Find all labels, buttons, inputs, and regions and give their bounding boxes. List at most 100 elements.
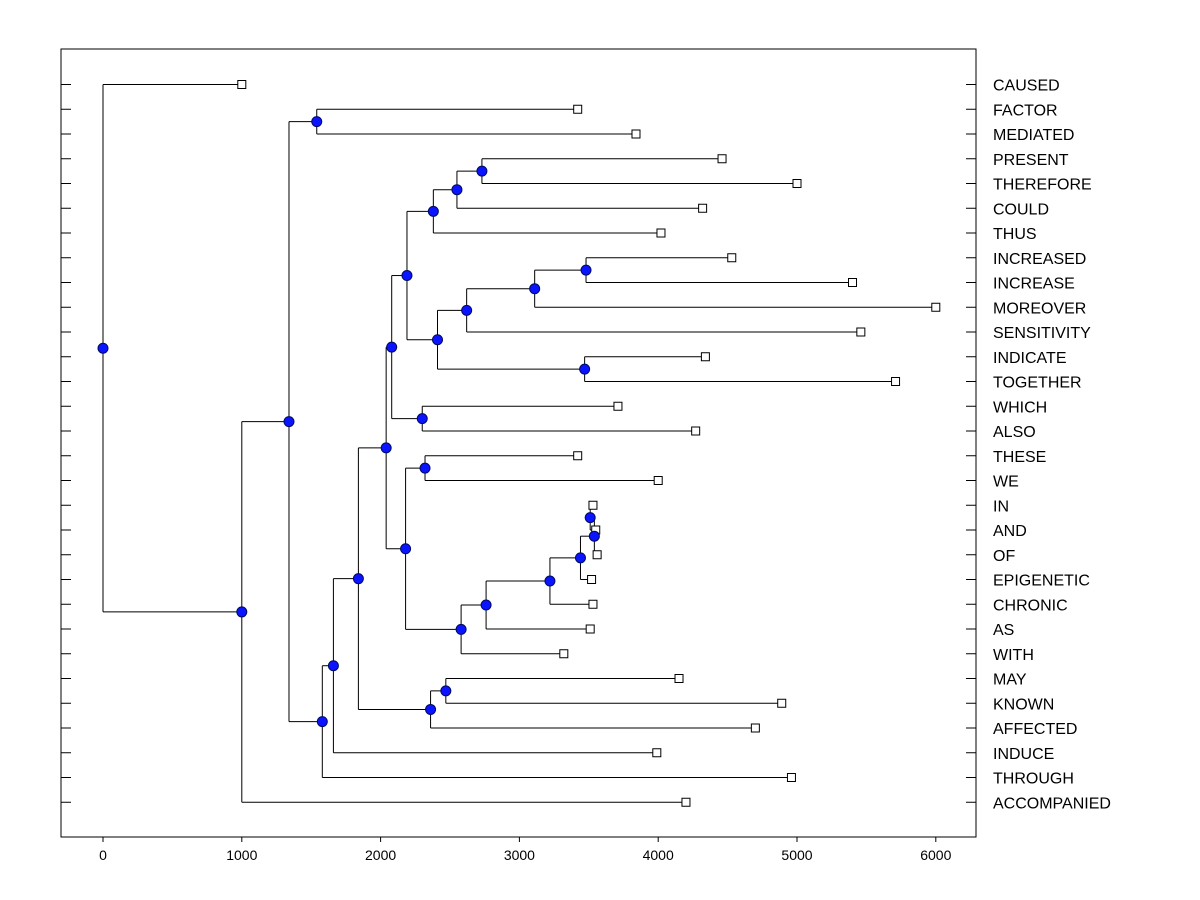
leaf-marker-affected [750,723,760,733]
merge-node-n-ptc-thus [427,205,439,217]
merge-node-n-big-accompanied [236,606,248,618]
leaf-label-through: THROUGH [993,771,1074,788]
x-tick-label-5000: 5000 [781,847,812,863]
merge-node-n-increased-increase [580,264,592,276]
leaf-label-indicate: INDICATE [993,350,1066,367]
leaf-marker-indicate [700,352,710,362]
leaf-marker-present [717,154,727,164]
leaf-label-induce: INDUCE [993,746,1054,763]
merge-node-markers [97,116,600,728]
leaf-label-increase: INCREASE [993,276,1075,293]
leaf-label-increased: INCREASED [993,251,1086,268]
leaf-marker-of [592,550,602,560]
merge-node-n-big [283,416,295,428]
merge-node-n-mid-induce [327,660,339,672]
leaf-marker-sensitivity [856,327,866,337]
leaf-marker-we [653,476,663,485]
leaf-label-together: TOGETHER [993,375,1082,392]
merge-node-n-sens-ind [432,334,444,346]
plot-frame [60,48,977,838]
leaf-marker-factor [573,104,583,114]
leaf-label-factor: FACTOR [993,102,1058,119]
leaf-marker-as [585,624,595,634]
merge-node-n-these-we [419,462,431,474]
merge-node-n-mk-affected [425,703,437,715]
leaf-label-also: ALSO [993,424,1036,441]
leaf-label-epigenetic: EPIGENETIC [993,573,1090,590]
x-tick-label-0: 0 [99,847,107,863]
leaf-label-thus: THUS [993,226,1037,243]
leaf-marker-with [559,649,569,659]
leaf-label-present: PRESENT [993,152,1069,169]
merge-node-n-indicate-together [579,363,591,375]
x-tick-label-2000: 2000 [365,847,396,863]
merge-node-n-chr-as [480,599,492,611]
merge-node-n-tw-core [400,543,412,555]
leaf-marker-these [573,451,583,461]
merge-node-n-mid-affected [352,573,364,585]
leaf-marker-caused [237,80,247,89]
merge-node-n-may-known [440,685,452,697]
leaf-marker-together [891,377,901,386]
leaf-marker-induce [652,748,662,758]
leaf-label-in: IN [993,498,1009,515]
leaf-label-we: WE [993,474,1019,491]
leaf-marker-also [691,426,701,436]
leaf-marker-which [613,401,623,411]
merge-node-n-pt-could [451,184,463,196]
merge-node-n-as-with [455,623,467,635]
x-tick-label-4000: 4000 [643,847,674,863]
leaf-marker-through [786,773,796,782]
leaf-label-may: MAY [993,672,1027,689]
leaf-label-affected: AFFECTED [993,721,1077,738]
leaf-label-accompanied: ACCOMPANIED [993,795,1111,812]
merge-node-n-mid [380,442,392,454]
x-tick-label-3000: 3000 [504,847,535,863]
merge-node-n-incm-sens [461,304,473,316]
leaf-label-mediated: MEDIATED [993,127,1074,144]
leaf-label-caused: CAUSED [993,78,1060,95]
merge-node-n-root [97,342,109,354]
leaf-label-sensitivity: SENSITIVITY [993,325,1091,342]
leaf-markers [237,80,941,807]
leaf-marker-may [674,674,684,683]
merge-node-n-factor-mediated [311,116,323,128]
leaf-marker-therefore [792,179,802,188]
leaf-marker-known [777,698,787,708]
leaf-marker-increase [848,278,858,287]
merge-node-n-inc-moreover [529,283,541,295]
x-tick-label-6000: 6000 [920,847,951,863]
x-axis-ticks: 0 1000 2000 3000 4000 5000 6000 [99,837,952,863]
leaf-label-therefore: THEREFORE [993,177,1092,194]
y-axis-ticks [61,84,976,803]
leaf-marker-increased [727,253,737,263]
leaf-marker-accompanied [681,797,691,807]
x-tick-label-1000: 1000 [226,847,257,863]
leaf-marker-thus [656,228,666,238]
leaf-label-chronic: CHRONIC [993,597,1068,614]
leaf-marker-moreover [931,302,941,312]
leaf-label-which: WHICH [993,399,1047,416]
leaf-label-with: WITH [993,647,1034,664]
leaf-label-moreover: MOREOVER [993,300,1086,317]
merge-node-n-upper-mid [386,341,398,353]
leaf-label-these: THESE [993,449,1046,466]
leaf-marker-chronic [588,599,598,609]
leaf-marker-could [698,203,708,213]
merge-node-n-present-therefore [476,165,488,177]
merge-node-n-which-also [416,413,428,425]
merge-node-n-thus-sens [401,270,413,282]
merge-node-n-mid-through [316,716,328,728]
leaf-label-as: AS [993,622,1014,639]
leaf-label-of: OF [993,548,1015,565]
leaf-label-known: KNOWN [993,696,1054,713]
leaf-label-could: COULD [993,201,1049,218]
leaf-label-and: AND [993,523,1027,540]
leaf-marker-in [588,500,598,510]
leaf-marker-mediated [631,129,641,139]
merge-node-n-iao-epi [574,552,586,564]
merge-node-n-in-and-of [588,530,600,542]
merge-node-n-in-and [584,512,596,524]
leaf-labels: CAUSED FACTOR MEDIATED PRESENT THEREFORE COUL… [993,78,1111,813]
